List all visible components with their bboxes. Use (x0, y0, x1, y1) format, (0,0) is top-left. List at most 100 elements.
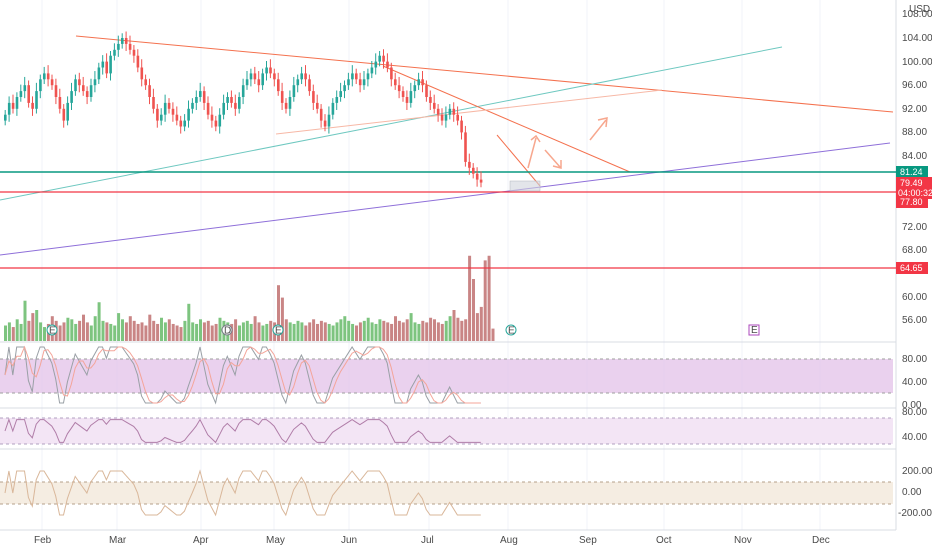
candle (97, 62, 101, 85)
tag-81-24: 81.24 (900, 167, 923, 177)
candle (66, 96, 69, 126)
candle (300, 66, 303, 85)
trendline-falling[interactable] (382, 65, 631, 173)
stochastic-d-line (4, 345, 481, 404)
volume-bar (312, 319, 316, 341)
volume-bar (93, 316, 97, 341)
volume-bars (4, 255, 495, 341)
candle (101, 55, 105, 75)
candle (144, 74, 147, 90)
time-axis[interactable]: Feb Mar Apr May Jun Jul Aug Sep Oct Nov Dec (34, 535, 830, 546)
volume-bar (378, 319, 382, 341)
trendline-teal[interactable] (0, 46, 783, 201)
candle (366, 68, 370, 87)
candle (397, 76, 401, 99)
volume-bar (440, 323, 444, 341)
event-markers[interactable]: E D E E E (46, 324, 760, 337)
candle (436, 104, 440, 122)
volume-bar (39, 322, 43, 341)
volume-bar (163, 322, 167, 341)
price-tick: 108.00 (902, 9, 932, 20)
price-tick: 60.00 (902, 292, 927, 303)
trendlines[interactable] (0, 35, 894, 256)
candle (409, 82, 413, 108)
trendline-pink[interactable] (275, 89, 663, 135)
candle (218, 108, 222, 134)
target-box[interactable] (509, 180, 541, 192)
candle (113, 43, 116, 61)
candle (70, 82, 73, 110)
candle (468, 153, 471, 175)
volume-bar (355, 325, 358, 341)
volume-bar (436, 322, 440, 341)
earnings-marker[interactable]: E (272, 324, 284, 337)
candle (136, 49, 140, 73)
volume-bar (300, 322, 304, 341)
volume-bar (144, 325, 148, 341)
trendline-purple[interactable] (0, 142, 891, 256)
volume-bar (214, 323, 218, 341)
candle (448, 104, 452, 120)
candle (355, 68, 358, 85)
candle (249, 68, 253, 87)
stochastic-pane (0, 345, 893, 405)
volume-bar (199, 319, 202, 341)
volume-bar (218, 317, 222, 341)
trendline-short[interactable] (496, 134, 541, 187)
volume-bar (421, 320, 425, 341)
dividend-marker[interactable]: D (221, 324, 233, 337)
svg-text:0.00: 0.00 (902, 400, 922, 411)
volume-bar (183, 320, 187, 341)
volume-bar (413, 322, 417, 341)
volume-bar (202, 322, 206, 341)
price-tick: 92.00 (902, 104, 927, 115)
candle (105, 53, 108, 79)
volume-bar (11, 327, 15, 341)
volume-bar (31, 313, 35, 341)
forecast-arrows[interactable] (527, 117, 608, 169)
volume-bar (265, 323, 269, 341)
arrow-down-1[interactable] (544, 149, 562, 169)
price-tick: 96.00 (902, 80, 927, 91)
time-tick: Mar (109, 535, 127, 546)
candle (378, 50, 381, 67)
candle (257, 71, 261, 93)
candle (253, 66, 257, 85)
arrow-up-2[interactable] (589, 117, 608, 141)
volume-bar (323, 322, 327, 341)
rsi-axis: 80.00 40.00 (902, 407, 927, 443)
price-tick: 72.00 (902, 222, 927, 233)
time-tick: Sep (579, 535, 597, 546)
price-axis[interactable]: USD 108.00 104.00 100.00 96.00 92.00 88.00 84… (896, 4, 932, 326)
horizontal-levels[interactable] (0, 171, 896, 269)
candle (413, 80, 417, 99)
volume-bar (179, 327, 183, 341)
volume-bar (390, 323, 394, 341)
volume-bar (257, 322, 261, 341)
time-tick: Jul (421, 535, 434, 546)
earnings-marker[interactable]: E (505, 324, 517, 337)
candle (234, 94, 237, 116)
tag-64-65: 64.65 (900, 263, 923, 273)
volume-bar (370, 322, 374, 341)
arrow-up-1[interactable] (527, 134, 541, 169)
price-tick: 100.00 (902, 57, 932, 68)
volume-bar (78, 320, 82, 341)
svg-text:E: E (49, 326, 56, 337)
time-tick: Oct (656, 535, 672, 546)
candle (386, 53, 389, 73)
volume-bar (167, 319, 171, 341)
candle (241, 78, 245, 105)
volume-bar (405, 319, 409, 341)
time-tick: Feb (34, 535, 52, 546)
time-tick: Dec (812, 535, 830, 546)
earnings-marker[interactable]: E (46, 324, 58, 337)
earnings-marker-future[interactable]: E (748, 324, 760, 336)
candle (316, 94, 319, 114)
svg-text:40.00: 40.00 (902, 432, 927, 443)
candle (27, 80, 30, 108)
candle (475, 167, 479, 187)
trendline-upper-red[interactable] (75, 35, 894, 113)
candle (202, 86, 206, 110)
